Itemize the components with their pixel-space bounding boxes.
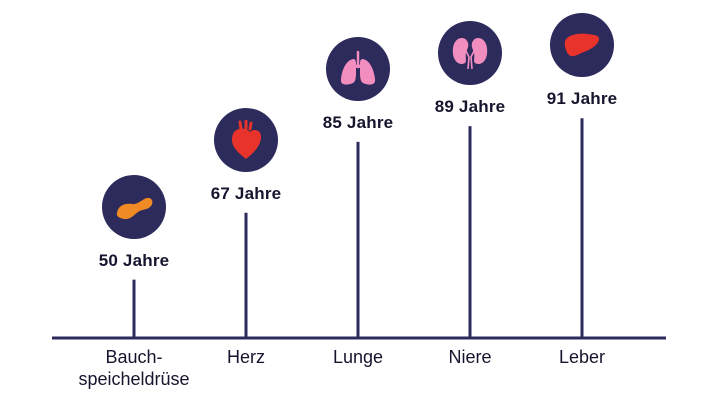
kidneys-icon: [452, 38, 488, 70]
value-label: 91 Jahre: [546, 89, 618, 109]
category-label: Herz: [226, 347, 265, 367]
icon-circle: [214, 107, 278, 172]
value-label: 89 Jahre: [434, 97, 506, 117]
pancreas-icon: [116, 197, 153, 219]
icon-circle: [102, 174, 166, 239]
category-label: Bauch-speicheldrüse: [78, 347, 190, 389]
liver-icon: [564, 33, 599, 57]
value-label: 67 Jahre: [210, 183, 282, 203]
icon-circle: [438, 21, 502, 86]
category-label: Leber: [558, 347, 606, 367]
category-label: Lunge: [332, 347, 384, 367]
value-label: 50 Jahre: [98, 250, 170, 270]
icon-circle: [550, 13, 614, 78]
lungs-icon: [340, 50, 376, 85]
category-label: Niere: [448, 347, 492, 367]
heart-icon: [232, 119, 262, 159]
icon-circle: [326, 36, 390, 101]
value-label: 85 Jahre: [322, 112, 394, 132]
